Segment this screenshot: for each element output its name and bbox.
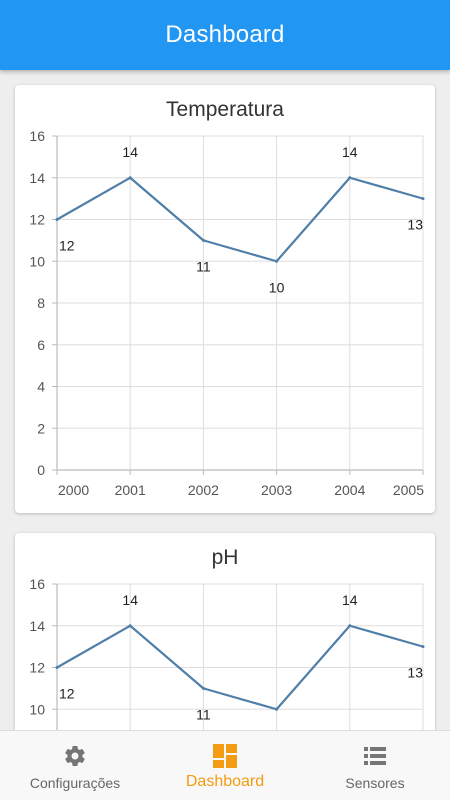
nav-item-dashboard[interactable]: Dashboard [150,731,300,800]
y-tick-label: 12 [29,212,45,228]
data-label: 12 [59,686,75,702]
y-tick-label: 12 [29,660,45,676]
nav-item-sensores[interactable]: Sensores [300,731,450,800]
data-point [348,624,352,628]
temperature-chart: 0 2 4 6 8 10 12 14 16 2000 2001 2002 2003 2004 2005 12 1… [29,128,425,498]
data-point [55,666,59,669]
y-tick-label: 8 [37,295,45,311]
data-label: 13 [407,665,423,681]
data-label: 14 [342,592,358,608]
data-label: 13 [407,217,423,233]
data-label: 12 [59,238,75,254]
x-tick-label: 2000 [58,482,89,498]
app-bar: Dashboard [0,0,450,70]
data-label: 14 [122,144,138,160]
data-point [421,197,425,201]
ph-chart: 0246810121416200020012002200320042005121… [29,576,425,730]
data-point [348,176,352,180]
temperature-card: Temperatura 0 2 4 6 8 10 12 14 16 2000 2001 2002 200… [15,85,435,513]
y-tick-label: 10 [29,253,45,269]
y-tick-label: 2 [37,420,45,436]
data-label: 11 [196,706,211,722]
ph-card: pH 0246810121416200020012002200320042005… [15,533,435,730]
data-point [275,259,279,263]
series-line [56,176,424,263]
data-label: 14 [122,592,138,608]
ph-chart-title: pH [211,546,239,569]
y-tick-label: 10 [29,701,45,717]
data-label: 10 [269,279,285,295]
nav-label: Sensores [345,775,405,791]
data-label: 14 [342,144,358,160]
list-icon [362,743,388,769]
data-point [128,176,132,180]
x-tick-label: 2003 [261,482,292,498]
y-tick-label: 16 [29,576,45,592]
data-point [201,238,205,242]
series-line [56,624,424,711]
dashboard-grid-icon [212,743,238,769]
data-point [201,686,205,690]
y-tick-label: 16 [29,128,45,144]
data-point [128,624,132,628]
x-tick-label: 2002 [188,482,219,498]
nav-label: Configurações [29,775,121,791]
y-tick-label: 0 [37,462,45,478]
bottom-navigation: Configurações Dashboard Sensores [0,730,450,800]
data-point [275,707,279,711]
dashboard-content[interactable]: Temperatura 0 2 4 6 8 10 12 14 16 2000 2001 2002 200… [0,70,450,730]
data-point [55,218,59,221]
temperature-chart-title: Temperatura [166,98,284,121]
gear-icon [62,743,88,769]
x-tick-label: 2004 [334,482,365,498]
y-tick-label: 14 [29,170,45,186]
page-title: Dashboard [165,21,285,48]
data-label: 11 [196,258,211,274]
nav-label: Dashboard [185,773,265,790]
y-tick-label: 6 [37,337,45,353]
x-tick-label: 2001 [115,482,146,498]
x-tick-label: 2005 [393,482,424,498]
data-point [421,645,425,649]
y-tick-label: 14 [29,618,45,634]
data-label: 10 [269,727,285,730]
nav-item-configuracoes[interactable]: Configurações [0,731,150,800]
y-tick-label: 4 [37,379,45,395]
